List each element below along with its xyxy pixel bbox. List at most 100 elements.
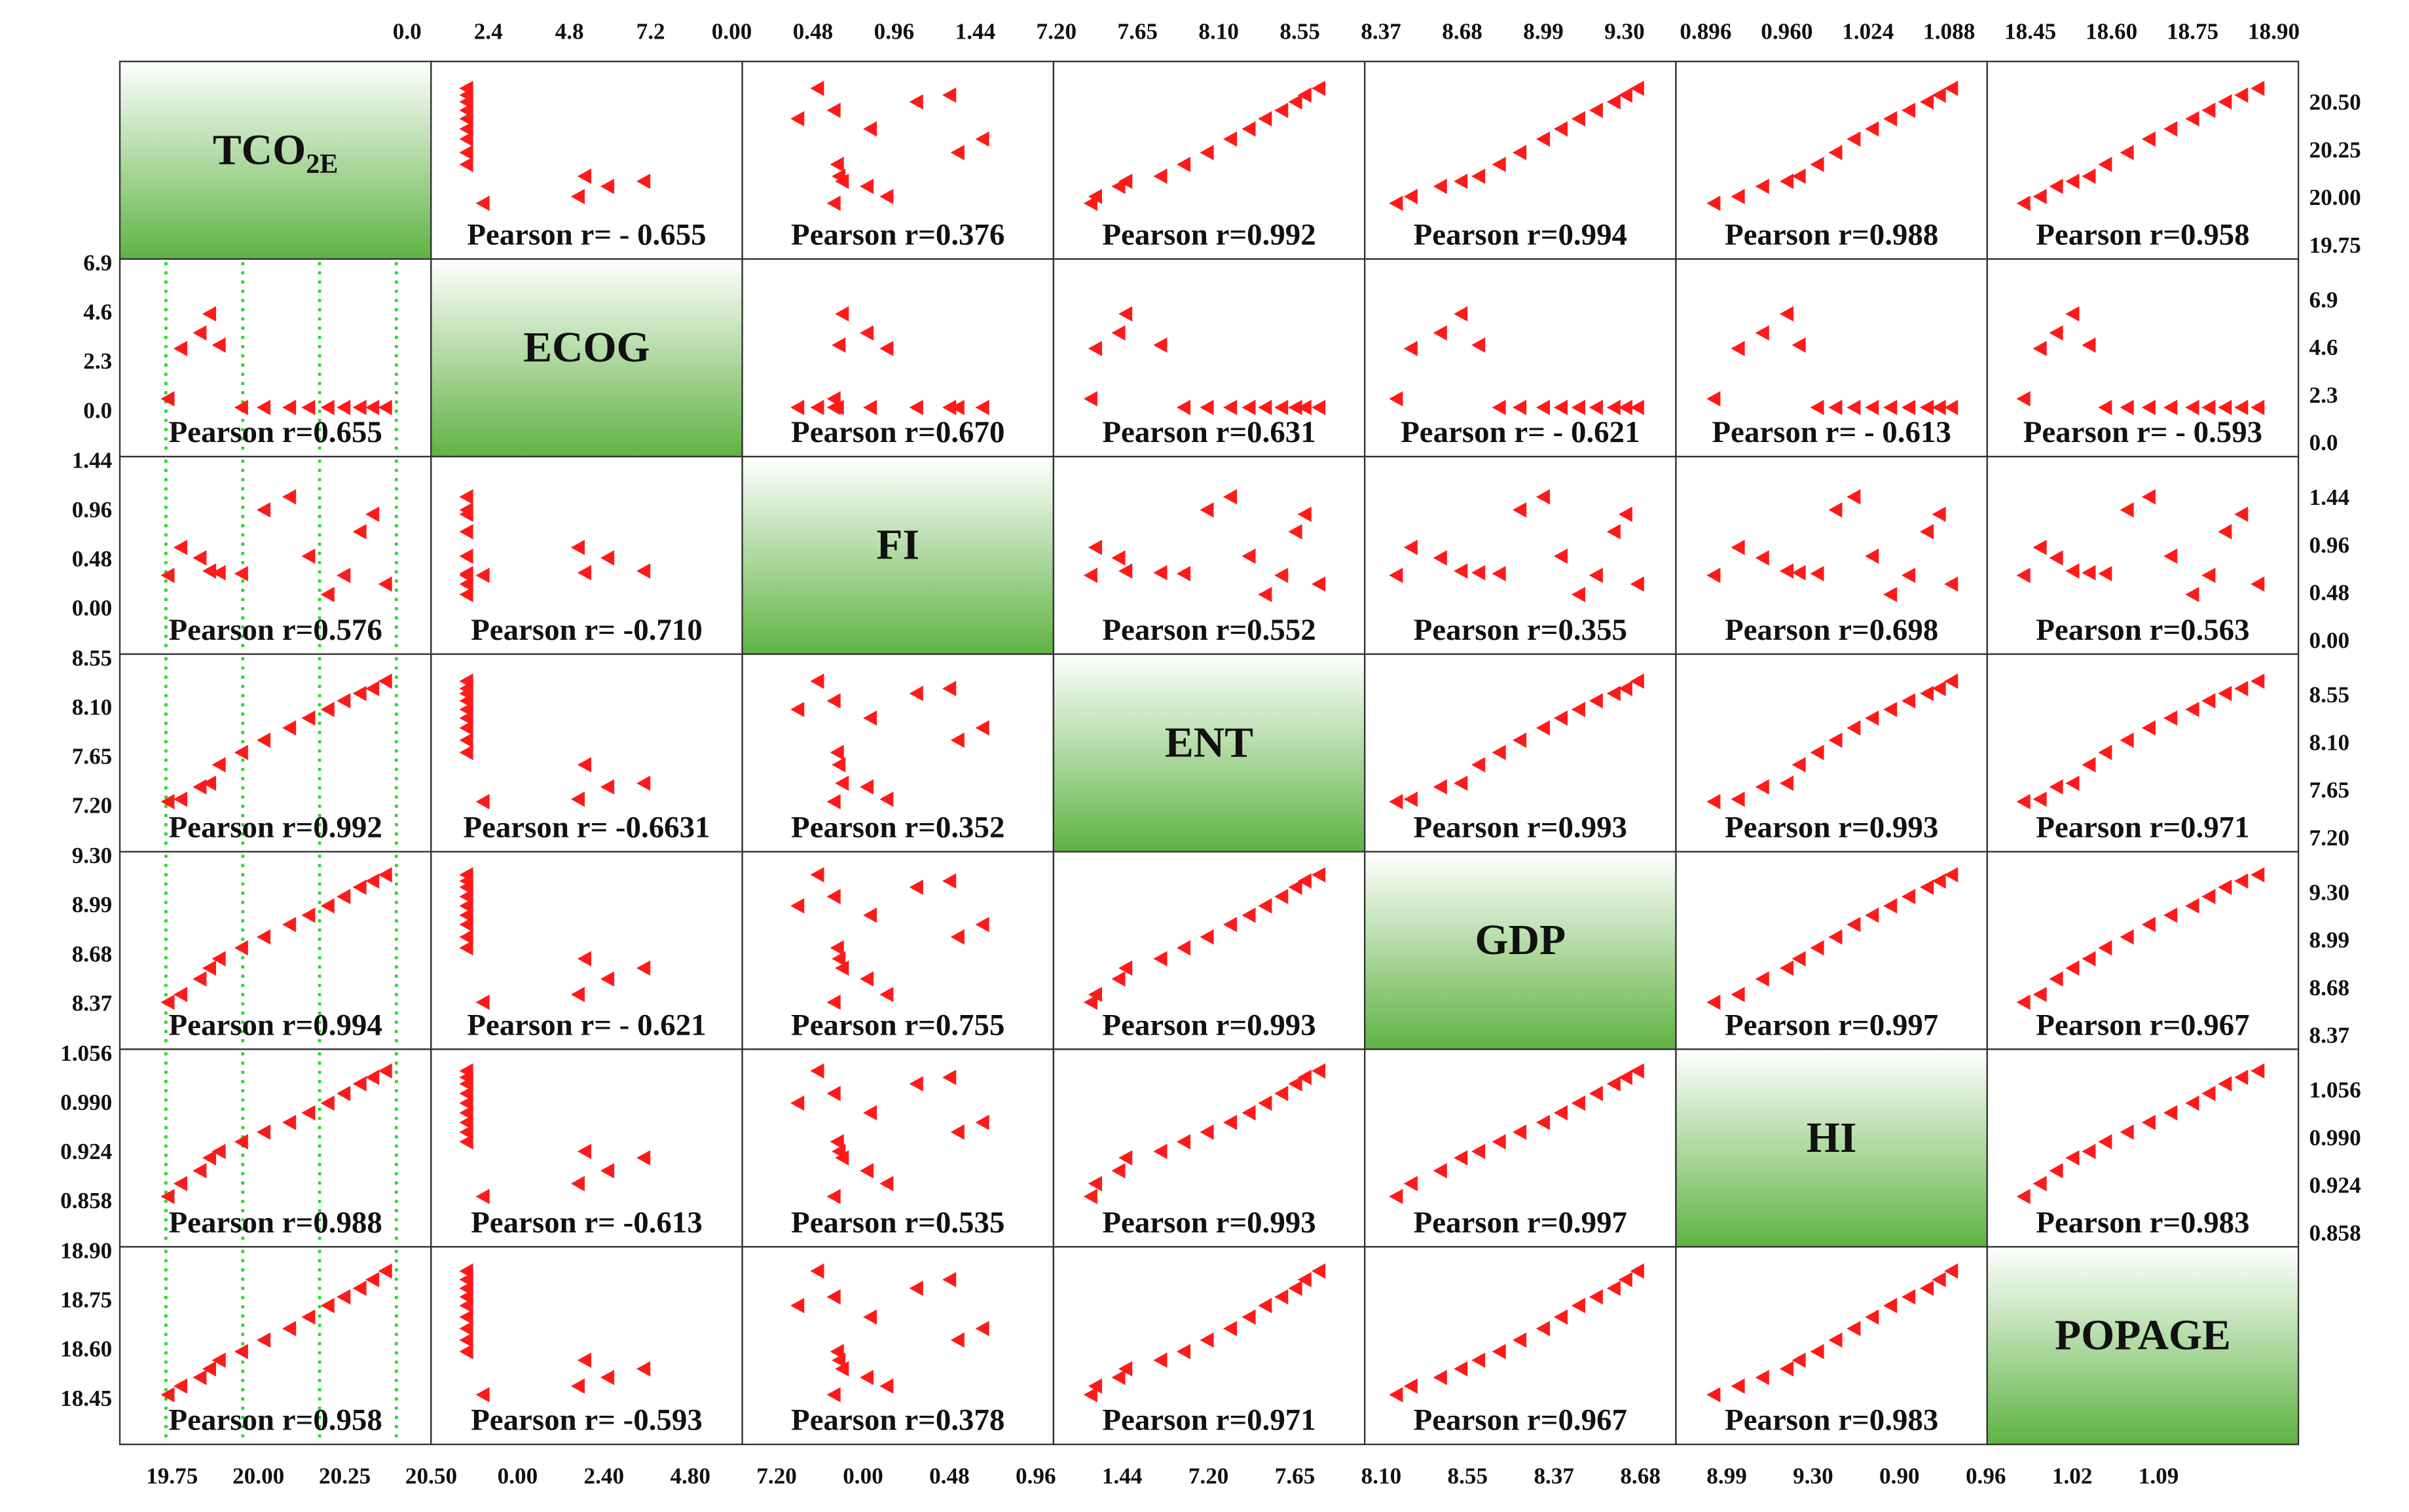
point xyxy=(1810,1344,1824,1359)
cell xyxy=(1675,851,1988,1050)
point xyxy=(459,524,473,540)
point xyxy=(365,1069,380,1085)
bottom-tick-label: 20.00 xyxy=(232,1463,284,1488)
point xyxy=(202,775,216,791)
point xyxy=(2016,567,2031,583)
cell xyxy=(1052,1048,1366,1248)
point xyxy=(378,1263,392,1279)
bottom-tick-label: 0.48 xyxy=(929,1463,970,1488)
point xyxy=(1618,399,1632,416)
point xyxy=(2098,745,2112,760)
point xyxy=(1883,898,1898,914)
point xyxy=(1828,732,1843,748)
point xyxy=(337,567,351,583)
point xyxy=(1471,168,1486,184)
point xyxy=(832,337,846,353)
point xyxy=(459,489,473,505)
point xyxy=(1297,87,1312,103)
point xyxy=(1454,563,1468,579)
point xyxy=(173,1378,188,1394)
bottom-tick-label: 7.20 xyxy=(756,1463,797,1488)
point xyxy=(378,399,392,416)
bottom-tick-label: 2.40 xyxy=(584,1463,625,1488)
point xyxy=(1792,168,1806,184)
point xyxy=(1828,1332,1843,1348)
point xyxy=(1153,337,1168,353)
point xyxy=(826,1387,841,1403)
pearson-label: Pearson r= - 0.613 xyxy=(1712,415,1951,449)
point xyxy=(1153,564,1168,581)
point xyxy=(320,399,335,416)
variable-name-text: HI xyxy=(1807,1114,1857,1162)
right-tick-label: 9.30 xyxy=(2309,879,2349,905)
cell xyxy=(1986,258,2300,458)
pearson-label: Pearson r= -0.6631 xyxy=(463,811,710,845)
point xyxy=(1118,174,1133,189)
top-tick-label: 8.99 xyxy=(1523,19,1564,45)
point xyxy=(1847,720,1861,736)
point xyxy=(365,506,380,523)
point xyxy=(942,873,957,889)
point xyxy=(1883,399,1898,416)
point xyxy=(1111,550,1126,566)
right-tick-label: 0.990 xyxy=(2309,1125,2361,1151)
cell xyxy=(741,1245,1055,1445)
top-tick-label: 8.10 xyxy=(1198,19,1239,45)
point xyxy=(1088,1175,1103,1192)
point xyxy=(2163,907,2178,923)
point xyxy=(1932,873,1946,889)
point xyxy=(1553,1105,1568,1121)
pearson-label: Pearson r=0.983 xyxy=(1725,1403,1938,1437)
point xyxy=(1919,524,1934,540)
top-tick-label: 8.68 xyxy=(1442,19,1482,45)
point xyxy=(1471,1352,1486,1368)
point xyxy=(636,1361,651,1377)
point xyxy=(1312,81,1326,96)
point xyxy=(1706,1387,1721,1403)
point xyxy=(2098,940,2112,956)
point xyxy=(1536,131,1551,147)
point xyxy=(1258,587,1272,602)
point xyxy=(1883,587,1898,602)
left-tick-label: 1.056 xyxy=(60,1041,112,1066)
point xyxy=(1536,720,1551,736)
point xyxy=(600,550,615,566)
point xyxy=(2218,1076,2232,1092)
point xyxy=(2032,986,2047,1003)
point xyxy=(234,1344,248,1359)
point xyxy=(459,576,473,592)
point xyxy=(1618,506,1632,523)
point xyxy=(1792,564,1806,581)
point xyxy=(1312,1263,1326,1279)
point xyxy=(1088,1378,1103,1394)
point xyxy=(1779,174,1794,189)
point xyxy=(320,898,335,914)
point xyxy=(1111,1369,1126,1386)
point xyxy=(810,1263,824,1279)
point xyxy=(1731,189,1745,204)
cell xyxy=(741,60,1055,260)
point xyxy=(459,1321,473,1337)
point xyxy=(2141,489,2156,505)
point xyxy=(2185,701,2199,718)
point xyxy=(1153,1143,1168,1160)
point xyxy=(1606,1076,1621,1092)
point xyxy=(475,794,490,809)
point xyxy=(1433,550,1447,566)
point xyxy=(337,399,351,416)
point xyxy=(950,145,965,160)
point xyxy=(1553,548,1568,564)
point xyxy=(475,195,490,212)
point xyxy=(1810,566,1824,581)
point xyxy=(832,168,846,184)
point xyxy=(459,1115,473,1130)
bottom-tick-label: 8.37 xyxy=(1534,1463,1574,1488)
top-tick-label: 0.96 xyxy=(874,19,915,45)
top-tick-label: 8.55 xyxy=(1279,19,1320,45)
right-tick-label: 0.0 xyxy=(2309,430,2338,456)
point xyxy=(2082,951,2096,967)
point xyxy=(1618,1069,1632,1085)
left-tick-label: 18.45 xyxy=(60,1386,112,1411)
point xyxy=(1865,710,1879,726)
pearson-label: Pearson r= - 0.621 xyxy=(467,1008,706,1042)
